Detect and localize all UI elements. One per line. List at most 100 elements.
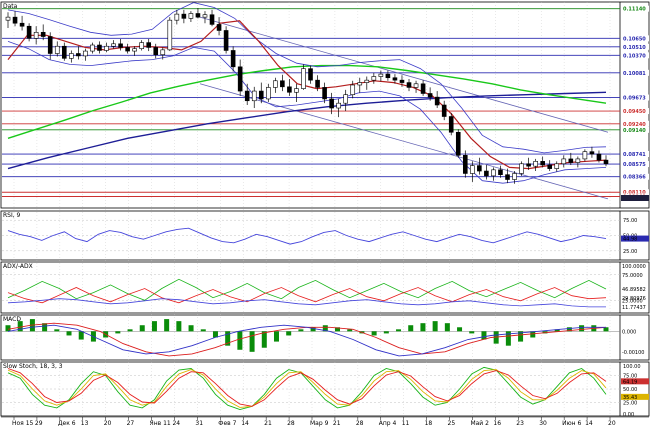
candle: [448, 112, 454, 136]
candle: [40, 24, 46, 41]
macd-main-line: [7, 324, 606, 357]
candle-body: [146, 42, 152, 48]
macd-bar: [444, 323, 450, 332]
candle-body: [603, 159, 609, 165]
candle-body: [47, 36, 53, 54]
candle: [315, 75, 320, 92]
macd-bar: [249, 331, 255, 352]
candle: [350, 80, 356, 99]
macd-bar: [371, 331, 377, 336]
candle-body: [181, 13, 187, 19]
price-tag-bg-12: [621, 189, 649, 196]
candle-body: [322, 87, 327, 100]
rsi-current-bg: [621, 235, 649, 242]
candle-body: [54, 45, 60, 54]
candle: [216, 17, 222, 36]
date-label: Ноя 15: [12, 420, 34, 427]
macd-bar: [237, 331, 243, 350]
candle-body: [251, 90, 257, 102]
adx-tick: 46.89582: [622, 287, 646, 293]
candle: [12, 11, 18, 27]
candle: [455, 129, 461, 158]
price-tag-bg-3: [621, 52, 649, 59]
candle: [575, 156, 581, 168]
stoch-k-bg: [621, 378, 649, 385]
date-label: Янв 11: [150, 420, 171, 427]
candle-body: [280, 80, 285, 88]
candle-body: [132, 48, 137, 52]
macd-bar: [335, 327, 341, 332]
candle: [308, 65, 313, 84]
candle: [441, 100, 447, 121]
macd-bar: [457, 327, 463, 332]
candle: [462, 150, 468, 178]
date-label: 27: [127, 420, 135, 427]
macd-bar: [530, 331, 536, 338]
candle: [519, 161, 524, 176]
candle-body: [371, 76, 377, 81]
candle-body: [125, 47, 130, 52]
candle-body: [357, 82, 363, 86]
candle: [69, 50, 74, 63]
price-frame: [0, 1, 650, 209]
stoch-tick: 64.19: [623, 379, 637, 385]
price-tag-bg-7: [621, 120, 649, 127]
candle-body: [455, 131, 461, 156]
candle: [5, 12, 11, 29]
candle: [420, 80, 426, 96]
candle: [385, 70, 391, 81]
macd-bar: [603, 327, 609, 332]
candle-body: [540, 161, 545, 166]
candle: [322, 82, 327, 104]
macd-bar: [469, 331, 475, 334]
macd-tick: -0.00100: [622, 350, 644, 356]
candle: [343, 89, 348, 112]
candle-body: [336, 102, 341, 109]
candle-body: [230, 50, 236, 68]
candle-body: [209, 14, 215, 25]
candle: [153, 43, 159, 59]
macd-bar: [225, 331, 231, 346]
candle-body: [294, 88, 299, 93]
candle-body: [568, 158, 574, 163]
candle: [97, 41, 102, 54]
macd-bar: [42, 323, 48, 332]
price-tag-bg-11: [621, 173, 649, 180]
adx-tick: 11.77437: [622, 305, 646, 311]
macd-bar: [54, 329, 60, 332]
date-label: 20: [104, 420, 112, 427]
candle-body: [174, 13, 180, 21]
price-tag-bg-9: [621, 151, 649, 158]
macd-bar: [554, 329, 560, 332]
stoch-slow-line: [7, 368, 607, 407]
date-label: Дек 6: [58, 420, 76, 427]
price-tag: 0.10370: [623, 53, 646, 59]
candle-body: [19, 22, 25, 27]
candle: [427, 87, 433, 101]
date-label: Июн 6: [562, 420, 581, 427]
rsi-tick: 75.00: [623, 218, 637, 224]
candle-body: [188, 13, 194, 19]
date-label: 16: [493, 420, 501, 427]
stoch-tick: 35.43: [623, 395, 637, 401]
date-label: 21: [333, 420, 341, 427]
candle: [83, 48, 88, 61]
candle: [336, 98, 341, 118]
rsi-line: [7, 227, 607, 245]
candle: [181, 9, 187, 24]
candle: [498, 165, 503, 178]
candle: [118, 38, 123, 51]
stoch-tick: 75.00: [623, 374, 637, 380]
adx-panel: [2, 274, 620, 308]
adx-plus-line: [7, 278, 607, 301]
adx-frame: [0, 261, 650, 314]
candle-body: [40, 31, 46, 37]
stoch-tick: 0.00: [623, 412, 634, 418]
price-tag: 0.09673: [623, 96, 646, 102]
price-tag: 0.10510: [623, 45, 646, 51]
stoch-k-line: [7, 366, 607, 410]
date-label: 23: [516, 420, 524, 427]
candle-body: [266, 87, 271, 100]
price-title: Data: [3, 3, 18, 10]
date-label: 11: [402, 420, 410, 427]
